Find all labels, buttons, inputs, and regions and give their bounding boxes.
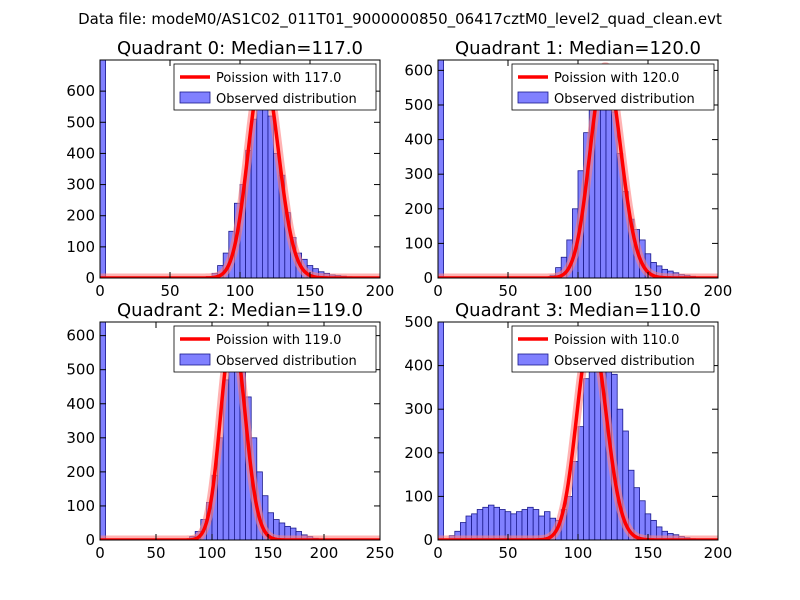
axes-frame — [99, 321, 381, 541]
y-tick-label: 500 — [66, 361, 95, 379]
panel-title: Quadrant 3: Median=110.0 — [455, 300, 701, 321]
legend-curve-label: Poission with 120.0 — [554, 71, 679, 86]
y-tick-label: 600 — [404, 61, 433, 79]
panels: Quadrant 0: Median=117.0 0 50 100 150 200 0 100… — [66, 38, 732, 562]
y-tick-label: 400 — [404, 357, 433, 375]
x-tick-label: 50 — [498, 282, 517, 300]
y-tick-label: 400 — [404, 131, 433, 149]
x-tick-label: 50 — [498, 544, 517, 562]
histogram-bar — [577, 426, 584, 540]
y-tick-label: 200 — [404, 200, 433, 218]
legend: Poission with 120.0 Observed distribution — [511, 63, 715, 111]
panel-1: Quadrant 1: Median=120.0 0 50 100 150 200 0 100… — [404, 38, 732, 300]
x-tick-label: 0 — [433, 544, 443, 562]
y-tick-label: 500 — [404, 313, 433, 331]
y-tick-label: 100 — [404, 234, 433, 252]
x-tick-label: 150 — [634, 544, 663, 562]
histogram-bar — [583, 378, 590, 540]
x-tick-label: 0 — [95, 282, 105, 300]
legend: Poission with 117.0 Observed distribution — [173, 63, 377, 111]
y-tick-label: 600 — [66, 82, 95, 100]
histogram-bar — [100, 322, 106, 540]
x-tick-label: 250 — [366, 544, 395, 562]
x-tick-label: 150 — [296, 282, 325, 300]
legend-curve-label: Poission with 110.0 — [554, 333, 679, 348]
histogram-bar — [588, 356, 596, 540]
legend-hist-swatch — [517, 353, 549, 366]
y-tick-label: 100 — [66, 497, 95, 515]
y-tick-label: 500 — [66, 113, 95, 131]
panel-3: Quadrant 3: Median=110.0 0 50 100 150 200 0 100… — [404, 300, 732, 562]
x-tick-label: 100 — [564, 282, 593, 300]
y-tick-label: 500 — [404, 96, 433, 114]
poisson-curve-group — [438, 328, 718, 540]
histogram-bar — [438, 60, 444, 278]
legend-hist-label: Observed distribution — [216, 354, 357, 369]
x-tick-label: 50 — [160, 282, 179, 300]
y-tick-label: 0 — [85, 269, 95, 287]
panel-title: Quadrant 0: Median=117.0 — [117, 38, 363, 59]
y-tick-label: 0 — [423, 269, 433, 287]
x-tick-label: 100 — [226, 282, 255, 300]
x-tick-label: 100 — [198, 544, 227, 562]
panel-0: Quadrant 0: Median=117.0 0 50 100 150 200 0 100… — [66, 38, 394, 300]
legend-hist-label: Observed distribution — [216, 92, 357, 107]
x-tick-label: 50 — [146, 544, 165, 562]
y-tick-label: 400 — [66, 144, 95, 162]
histogram-bar — [261, 81, 269, 278]
y-tick-label: 300 — [66, 176, 95, 194]
histogram-bar — [487, 504, 495, 540]
poisson-curve — [438, 331, 718, 540]
histogram-bar — [256, 103, 263, 278]
y-tick-label: 300 — [404, 165, 433, 183]
histogram-bar — [527, 506, 534, 540]
y-tick-label: 0 — [423, 531, 433, 549]
histogram-bar — [482, 506, 489, 540]
panel-2: Quadrant 2: Median=119.0 0 50 100 150 200 250 0… — [66, 300, 394, 562]
panel-title: Quadrant 1: Median=120.0 — [455, 38, 701, 59]
y-tick-label: 300 — [404, 400, 433, 418]
legend-curve-label: Poission with 117.0 — [216, 71, 341, 86]
x-tick-label: 200 — [366, 282, 395, 300]
x-tick-label: 200 — [310, 544, 339, 562]
y-tick-label: 600 — [66, 327, 95, 345]
x-tick-label: 0 — [433, 282, 443, 300]
x-tick-label: 100 — [564, 544, 593, 562]
histogram-bar — [100, 60, 106, 278]
y-tick-label: 200 — [66, 207, 95, 225]
y-tick-label: 0 — [85, 531, 95, 549]
histogram-bar — [476, 509, 484, 540]
histogram-bar — [499, 509, 506, 540]
legend-hist-swatch — [179, 353, 211, 366]
legend-curve-label: Poission with 119.0 — [216, 333, 341, 348]
legend-hist-label: Observed distribution — [554, 92, 695, 107]
panel-title: Quadrant 2: Median=119.0 — [117, 300, 363, 321]
legend: Poission with 110.0 Observed distribution — [511, 325, 715, 373]
histogram-bar — [493, 506, 500, 540]
legend-hist-swatch — [179, 91, 211, 104]
legend: Poission with 119.0 Observed distribution — [173, 325, 377, 373]
y-tick-label: 200 — [66, 463, 95, 481]
y-tick-label: 100 — [66, 238, 95, 256]
x-tick-label: 0 — [95, 544, 105, 562]
y-tick-label: 200 — [404, 444, 433, 462]
histogram-bar — [438, 322, 444, 540]
legend-hist-label: Observed distribution — [554, 354, 695, 369]
x-tick-label: 200 — [704, 544, 733, 562]
y-tick-label: 400 — [66, 395, 95, 413]
legend-hist-swatch — [517, 91, 549, 104]
y-tick-label: 300 — [66, 429, 95, 447]
x-tick-label: 150 — [634, 282, 663, 300]
histogram-bar — [521, 509, 528, 540]
figure-title: Data file: modeM0/AS1C02_011T01_90000008… — [78, 10, 722, 29]
y-tick-label: 100 — [404, 487, 433, 505]
x-tick-label: 150 — [254, 544, 283, 562]
x-tick-label: 200 — [704, 282, 733, 300]
histogram-bar — [228, 348, 235, 540]
